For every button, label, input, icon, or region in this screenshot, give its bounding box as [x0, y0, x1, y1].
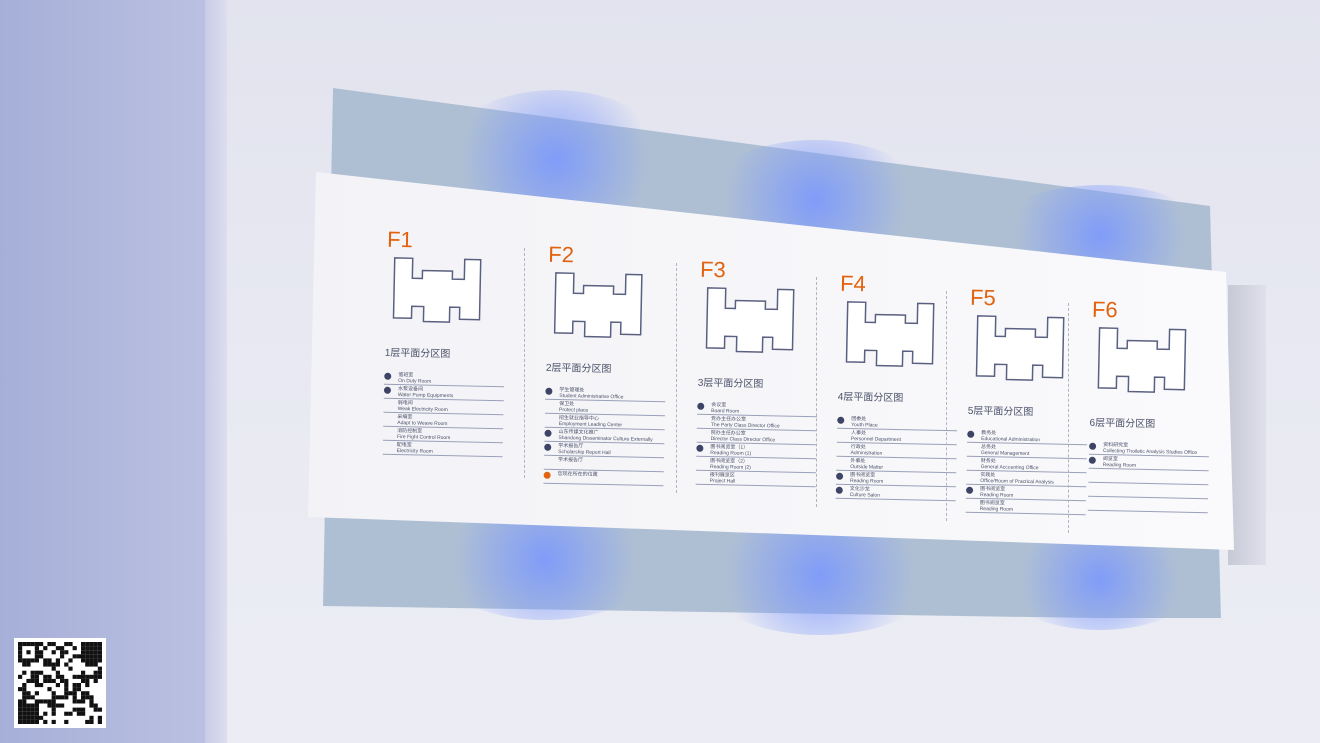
wall-corner — [205, 0, 227, 743]
floor-label: F1 — [386, 226, 414, 253]
floor-plan-icon — [705, 287, 795, 353]
floor-plan-icon — [975, 315, 1065, 381]
zone-marker-icon — [384, 372, 392, 380]
floor-label: F3 — [699, 256, 727, 283]
zone-marker-icon — [544, 429, 552, 437]
floor-label: F2 — [548, 241, 575, 268]
floor-plan-icon — [553, 272, 643, 338]
item-en — [1102, 498, 1208, 500]
item-en — [1103, 470, 1209, 472]
zone-marker-icon — [1089, 442, 1097, 450]
list-item: 文化沙龙 Culture Salon — [835, 484, 956, 502]
floor-plan-icon — [845, 301, 935, 367]
floor-label: F4 — [839, 270, 867, 297]
left-wall — [0, 0, 225, 743]
floor-title: 5层平面分区图 — [967, 405, 1034, 419]
board-shadow — [1228, 285, 1266, 565]
column-divider — [816, 277, 817, 507]
floor-title: 2层平面分区图 — [545, 362, 612, 376]
floor-column-f4: F4 4层平面分区图 团委处 Youth Place 人事处 Personnel Dep… — [835, 270, 961, 502]
zone-marker-icon — [836, 472, 844, 480]
column-divider — [946, 291, 947, 521]
floor-title: 4层平面分区图 — [837, 391, 904, 405]
item-cn: 您现在所在的位置 — [557, 471, 598, 478]
zone-marker-icon — [835, 486, 843, 494]
column-divider — [524, 248, 525, 478]
item-en — [1102, 484, 1208, 486]
floor-title: 1层平面分区图 — [384, 347, 451, 361]
zone-marker-icon — [544, 443, 552, 451]
zone-marker-icon — [967, 430, 975, 438]
item-en: Electricity Room — [396, 448, 433, 455]
you-are-here-icon — [543, 471, 551, 479]
list-item: 报刊展览区 Project Hall — [695, 470, 816, 488]
item-cn — [1103, 470, 1209, 472]
zone-marker-icon — [837, 416, 845, 424]
floor-plan-icon — [1097, 327, 1187, 393]
floor-plan-icon — [392, 257, 482, 323]
floor-title: 3层平面分区图 — [697, 377, 764, 391]
item-en: Reading Room — [979, 506, 1014, 513]
item-cn — [1102, 484, 1208, 486]
zone-marker-icon — [697, 402, 705, 410]
floor-column-f3: F3 3层平面分区图 会议室 Board Room 党办主任办公室 The Party … — [695, 256, 821, 488]
list-item — [1087, 496, 1209, 514]
floor-label: F6 — [1091, 296, 1118, 323]
zone-marker-icon — [966, 486, 974, 494]
zone-marker-icon — [383, 386, 392, 394]
list-item: 配电室 Electricity Room — [382, 440, 503, 458]
column-divider — [1068, 303, 1069, 533]
floor-column-f2: F2 2层平面分区图 学生管理处 Student Administrative Of… — [543, 241, 668, 487]
column-divider — [676, 263, 677, 493]
list-item: 您现在所在的位置 — [543, 469, 664, 487]
zone-marker-icon — [696, 444, 704, 452]
qr-code — [14, 638, 106, 728]
floor-column-f1: F1 1层平面分区图 值班室 On Duty Room 水泵设备间 Water Pump… — [382, 226, 508, 458]
floor-column-f5: F5 5层平面分区图 教务处 Educational Administration 总… — [965, 284, 1091, 516]
floor-label: F5 — [969, 284, 997, 311]
floor-title: 6层平面分区图 — [1089, 417, 1156, 431]
zone-marker-icon — [1088, 456, 1096, 464]
item-en: Project Hall — [709, 478, 736, 485]
zone-marker-icon — [545, 387, 553, 395]
floor-column-f6: F6 6层平面分区图 资料研究室 Collecting Thoiletic Anal… — [1087, 296, 1212, 514]
item-cn: 学术报告厅 — [557, 457, 584, 464]
item-cn — [1102, 498, 1208, 500]
item-en: Culture Salon — [849, 492, 881, 499]
